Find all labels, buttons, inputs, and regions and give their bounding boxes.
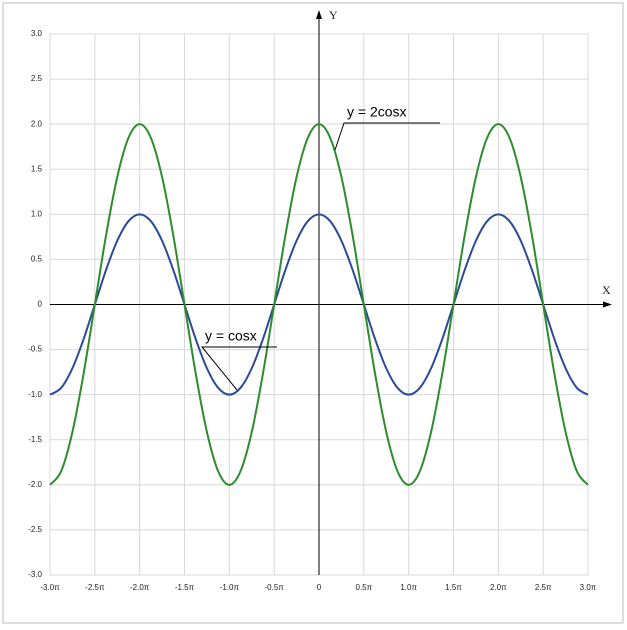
y-tick-label: 0	[38, 300, 43, 309]
x-tick-label: 2.5π	[535, 583, 552, 592]
y-tick-label: 1.0	[31, 209, 43, 218]
x-tick-label: -1.5π	[175, 583, 195, 592]
x-tick-label: 0	[317, 583, 322, 592]
y-tick-label: -0.5	[28, 345, 42, 354]
y-tick-label: 0.5	[31, 255, 43, 264]
annotation-leader	[334, 122, 440, 151]
x-tick-label: -0.5π	[265, 583, 285, 592]
y-tick-label: 2.0	[31, 119, 43, 128]
x-axis-arrow	[603, 301, 612, 308]
x-tick-label: -1.0π	[220, 583, 240, 592]
x-tick-label: -2.5π	[85, 583, 105, 592]
y-tick-label: -1.0	[28, 390, 42, 399]
x-tick-label: 0.5π	[356, 583, 373, 592]
y-tick-label: -3.0	[28, 570, 42, 579]
y-tick-label: -2.5	[28, 525, 42, 534]
y-tick-label: -2.0	[28, 480, 42, 489]
y-axis-arrow	[316, 10, 322, 19]
x-tick-label: 3.0π	[580, 583, 597, 592]
series-line	[49, 123, 589, 486]
series-line	[49, 213, 589, 396]
y-tick-label: 1.5	[31, 164, 43, 173]
y-tick-label: 3.0	[31, 29, 43, 38]
x-tick-label: 1.5π	[445, 583, 462, 592]
annotation-leader	[200, 346, 277, 391]
x-tick-label: -2.0π	[130, 583, 150, 592]
x-tick-label: 2.0π	[490, 583, 507, 592]
y-axis-label: Y	[329, 8, 338, 22]
y-tick-label: -1.5	[28, 435, 42, 444]
y-tick-label: 2.5	[31, 74, 43, 83]
frame	[2, 2, 624, 624]
x-tick-label: 1.0π	[400, 583, 417, 592]
annotation: y = cosx	[205, 328, 257, 344]
annotation: y = 2cosx	[347, 104, 407, 120]
x-axis-label: X	[602, 283, 611, 297]
x-tick-label: -3.0π	[40, 583, 60, 592]
